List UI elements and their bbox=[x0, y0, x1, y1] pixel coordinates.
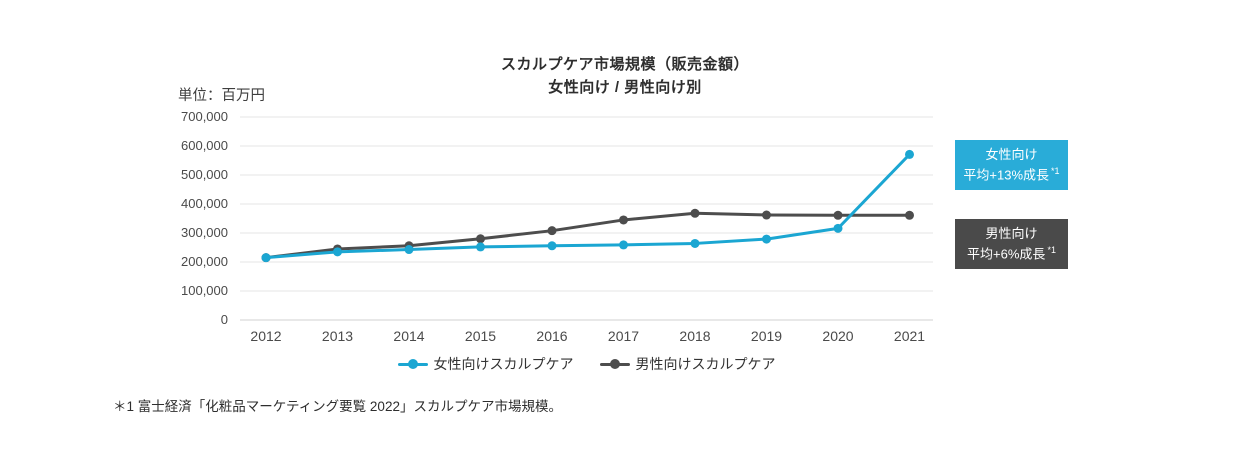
legend: 女性向けスカルプケア 男性向けスカルプケア bbox=[240, 354, 933, 374]
data-point bbox=[905, 149, 914, 159]
female-growth-footref: *1 bbox=[1051, 166, 1060, 176]
x-tick-label: 2012 bbox=[250, 328, 282, 344]
legend-label-female: 女性向けスカルプケア bbox=[433, 356, 574, 372]
x-tick-label: 2014 bbox=[393, 328, 425, 344]
unit-label: 単位：百万円 bbox=[178, 88, 265, 104]
x-tick-label: 2019 bbox=[750, 328, 783, 344]
male-series-swatch-icon bbox=[599, 362, 630, 366]
x-axis: 2012 2013 2014 2015 2016 2017 2018 2019 2020 2021 bbox=[240, 328, 933, 348]
male-growth-value: 平均+6%成長 bbox=[967, 246, 1046, 262]
male-growth-badge-line2: 平均+6%成長 *1 bbox=[957, 242, 1066, 262]
legend-item-female: 女性向けスカルプケア bbox=[397, 354, 574, 374]
plot-area bbox=[240, 116, 933, 321]
data-point bbox=[833, 223, 843, 233]
data-point bbox=[547, 226, 557, 236]
y-tick-label: 100,000 bbox=[181, 283, 228, 298]
series-line-1 bbox=[264, 211, 911, 260]
x-tick-label: 2015 bbox=[464, 328, 497, 344]
y-tick-label: 500,000 bbox=[181, 167, 228, 182]
female-growth-badge: 女性向け 平均+13%成長 *1 bbox=[955, 140, 1068, 191]
data-point bbox=[547, 241, 557, 251]
chart-title: スカルプケア市場規模（販売金額） bbox=[500, 56, 749, 73]
data-point bbox=[619, 215, 628, 225]
data-point bbox=[762, 234, 771, 244]
y-tick-label: 600,000 bbox=[181, 138, 228, 153]
data-point bbox=[619, 240, 628, 250]
data-point bbox=[333, 247, 342, 257]
footnote: ＊1 富士経済「化粧品マーケティング要覧 2022」スカルプケア市場規模。 bbox=[113, 399, 562, 414]
data-point bbox=[905, 210, 914, 220]
data-point bbox=[404, 245, 414, 255]
data-point bbox=[690, 208, 700, 218]
data-point bbox=[833, 210, 843, 220]
data-point bbox=[690, 238, 700, 248]
x-tick-label: 2021 bbox=[893, 328, 926, 344]
male-growth-footref: *1 bbox=[1047, 245, 1056, 255]
male-growth-badge: 男性向け 平均+6%成長 *1 bbox=[955, 219, 1068, 270]
y-tick-label: 700,000 bbox=[181, 109, 228, 124]
chart-subtitle: 女性向け / 男性向け別 bbox=[548, 79, 702, 96]
y-tick-label: 200,000 bbox=[181, 254, 228, 269]
x-tick-label: 2018 bbox=[679, 328, 711, 344]
y-tick-label: 0 bbox=[220, 312, 228, 327]
y-tick-label: 400,000 bbox=[181, 196, 228, 211]
legend-item-male: 男性向けスカルプケア bbox=[599, 354, 776, 374]
female-growth-badge-line2: 平均+13%成長 *1 bbox=[957, 163, 1066, 183]
chart-title-block: スカルプケア市場規模（販売金額） 女性向け / 男性向け別 bbox=[10, 53, 1240, 99]
data-point bbox=[476, 234, 485, 244]
female-growth-value: 平均+13%成長 bbox=[963, 167, 1050, 183]
male-growth-badge-line1: 男性向け bbox=[985, 226, 1038, 241]
data-point bbox=[762, 210, 771, 220]
legend-label-male: 男性向けスカルプケア bbox=[635, 356, 776, 372]
y-axis: 700,000 600,000 500,000 400,000 300,000 200,0… bbox=[120, 109, 228, 327]
x-tick-label: 2013 bbox=[321, 328, 354, 344]
x-tick-label: 2020 bbox=[822, 328, 854, 344]
data-point bbox=[476, 242, 485, 252]
x-tick-label: 2017 bbox=[607, 328, 640, 344]
data-point bbox=[261, 253, 271, 263]
series-line-0 bbox=[264, 152, 911, 260]
female-growth-badge-line1: 女性向け bbox=[985, 147, 1038, 162]
female-series-swatch-icon bbox=[397, 362, 428, 366]
x-tick-label: 2016 bbox=[536, 328, 568, 344]
y-tick-label: 300,000 bbox=[181, 225, 228, 240]
